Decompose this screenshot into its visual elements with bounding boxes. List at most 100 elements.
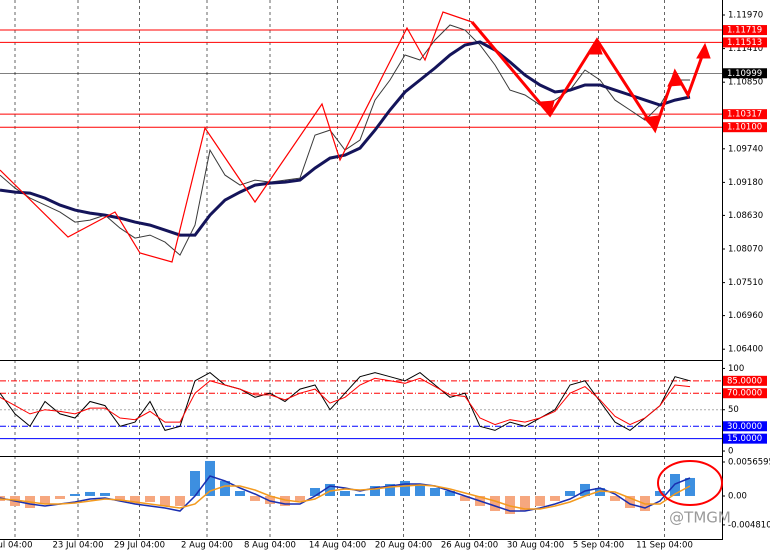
histogram-bar [85,491,95,496]
y-tick-label: 0.0056595 [728,457,770,467]
histogram-bar [490,495,500,512]
panel-frames [0,0,723,540]
histogram-bar [565,491,575,496]
histogram-bar [505,495,515,515]
y-tick-label: 1.09740 [728,144,763,154]
histogram-bar [535,495,545,506]
watermark: @TMGM [669,509,731,527]
level-tag [723,375,767,386]
series-line [0,371,691,432]
x-tick-label: 5 Sep 04:00 [573,541,624,550]
x-tick-label: ul 04:00 [0,541,32,550]
series-line [0,40,691,237]
histogram-bar [355,494,365,496]
histogram-bar [145,495,155,502]
y-tick-label: 0 [728,447,733,457]
histogram-bar [400,480,410,496]
level-tag [723,37,767,48]
level-tag [723,25,767,36]
y-tick-label: 1.10850 [728,78,763,88]
histogram-bar [115,495,125,501]
histogram-bar [625,495,635,509]
x-tick-label: 8 Aug 04:00 [244,541,296,550]
x-tick-label: 14 Aug 04:00 [309,541,366,550]
y-tick-label: -0.004810 [728,520,770,530]
level-tag [723,109,767,120]
histogram-bar [265,495,275,504]
highlight-ellipse [657,460,723,506]
level-label: 70.0000 [727,389,762,399]
y-tick-label: 1.11410 [728,44,763,54]
x-tick-label: 29 Jul 04:00 [114,541,165,550]
y-tick-label: 1.08070 [728,245,763,255]
level-label: 1.11513 [727,38,762,48]
arrow-head [696,42,711,59]
histogram-bar [430,487,440,496]
x-tick-label: 30 Aug 04:00 [507,541,564,550]
histogram-bar [610,495,620,501]
x-tick-label: 11 Sep 04:00 [636,541,693,550]
level-tag [723,122,767,133]
arrow-head [589,38,603,55]
histogram-bar [445,491,455,496]
histogram-bar [595,487,605,496]
histogram-bar [220,480,230,496]
y-tick-label: 1.09180 [728,178,763,188]
histogram-bar [130,495,140,504]
histogram-bar [340,491,350,496]
histogram-bar [100,492,110,496]
annotations [0,11,723,506]
arrow-head [667,70,682,87]
level-tag [723,68,767,79]
level-label: 15.0000 [727,434,762,444]
histogram-bar [295,495,305,501]
y-tick-label: 1.06400 [728,345,763,355]
histogram-bar [70,494,80,496]
y-tick-label: 0.00 [728,491,747,501]
histogram-bar [205,460,215,496]
level-tag [723,388,767,399]
histogram-bar [175,495,185,506]
level-label: 85.0000 [727,376,762,386]
histogram-bar [325,483,335,496]
level-label: 1.11719 [727,26,762,36]
histogram-bar [250,495,260,501]
histogram-bar [190,470,200,496]
histogram-bar [460,495,470,501]
histogram-bar [370,486,380,496]
histogram-bar [550,495,560,501]
x-tick-label: 2 Aug 04:00 [181,541,233,550]
level-label: 1.10100 [727,123,762,133]
y-tick-label: 1.11970 [728,11,763,21]
histogram-bar [235,491,245,496]
zigzag [0,11,473,263]
histogram-bar [520,495,530,512]
histogram-bar [655,491,665,496]
x-tick-label: 23 Jul 04:00 [53,541,104,550]
y-tick-label: 1.08630 [728,211,763,221]
histogram-bar [685,477,695,496]
y-tick-label: 50 [728,405,739,415]
level-tag [723,421,767,432]
level-tag [723,433,767,444]
histogram-bar [280,495,290,506]
x-tick-label: 20 Aug 04:00 [375,541,432,550]
x-tick-label: 26 Aug 04:00 [441,541,498,550]
histogram-bar [310,487,320,496]
histogram-bar [580,483,590,496]
series-line [0,377,691,426]
histogram-bar [55,495,65,499]
arrow-head [539,100,555,117]
level-label: 30.0000 [727,422,762,432]
y-tick-label: 1.07510 [728,278,763,288]
histogram-bar [40,495,50,504]
y-tick-label: 100 [728,364,744,374]
y-tick-label: 1.06960 [728,311,763,321]
level-label: 1.10317 [727,110,762,120]
series-line [0,484,691,510]
arrow-head [642,115,659,132]
histogram-bar [385,483,395,496]
